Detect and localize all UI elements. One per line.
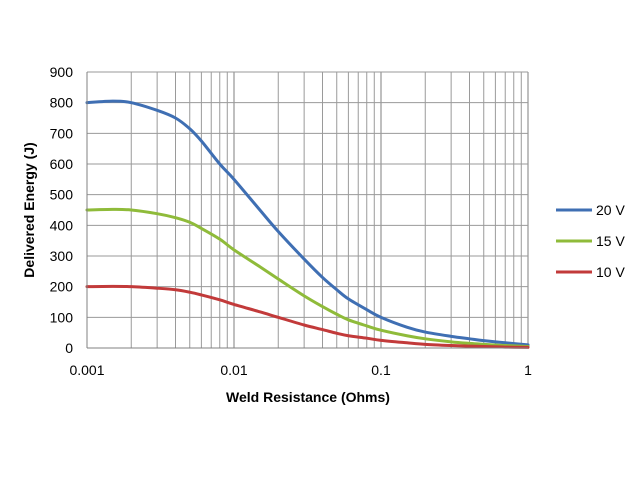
series-line-15-v — [85, 207, 530, 348]
y-tick-label: 800 — [50, 95, 74, 111]
axes — [86, 72, 528, 349]
y-axis-title: Delivered Energy (J) — [21, 142, 37, 277]
legend-label-10-v: 10 V — [596, 264, 625, 280]
x-tick-label: 0.001 — [69, 362, 104, 378]
legend-label-15-v: 15 V — [596, 233, 625, 249]
y-tick-label: 500 — [50, 187, 74, 203]
y-tick-labels: 0 100 200 300 400 500 600 700 800 900 — [50, 64, 74, 356]
x-tick-label: 0.1 — [371, 362, 391, 378]
y-tick-label: 600 — [50, 156, 74, 172]
series-lines — [85, 99, 530, 349]
legend-label-20-v: 20 V — [596, 202, 625, 218]
x-tick-label: 1 — [524, 362, 532, 378]
series-line-10-v — [85, 284, 530, 349]
x-tick-labels: 0.001 0.01 0.1 1 — [69, 362, 532, 378]
legend: 20 V 15 V 10 V — [556, 202, 625, 280]
y-tick-label: 300 — [50, 248, 74, 264]
x-tick-label: 0.01 — [220, 362, 247, 378]
y-tick-label: 100 — [50, 309, 74, 325]
y-tick-label: 700 — [50, 125, 74, 141]
grid — [86, 71, 529, 349]
x-axis-title: Weld Resistance (Ohms) — [226, 389, 390, 405]
y-tick-label: 900 — [50, 64, 74, 80]
series-line-20-v — [85, 99, 530, 347]
y-tick-label: 0 — [65, 340, 73, 356]
y-tick-label: 400 — [50, 217, 74, 233]
y-tick-label: 200 — [50, 279, 74, 295]
